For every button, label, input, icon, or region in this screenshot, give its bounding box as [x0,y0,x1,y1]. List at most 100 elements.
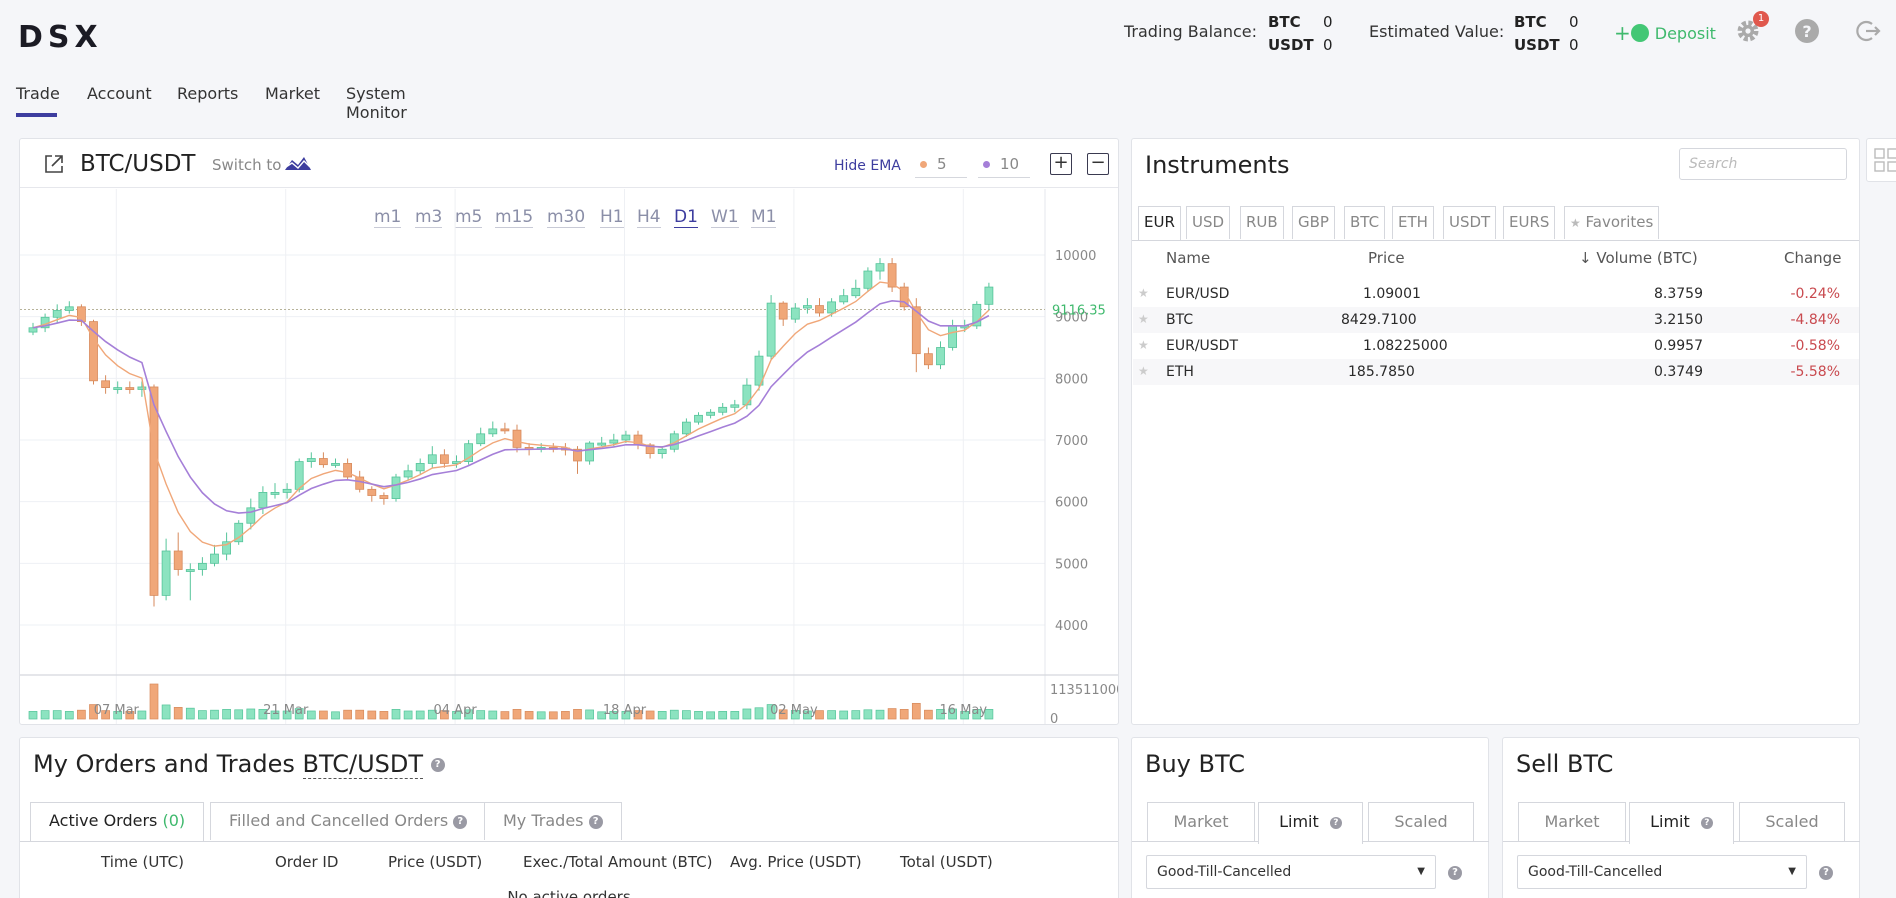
candle-body [718,406,728,413]
currency-tab-gbp[interactable]: GBP [1292,206,1335,239]
sell-tab-scaled[interactable]: Scaled [1739,802,1845,842]
candle-body [827,301,836,314]
svg-text:?: ? [1802,22,1811,41]
timeframe-month1[interactable]: M1 [751,207,777,228]
zoom-out-button[interactable]: − [1087,153,1109,175]
tab-market[interactable]: Market [265,84,320,103]
instrument-volume: 8.3759 [1654,286,1703,302]
timeframe-m1[interactable]: m1 [374,207,402,228]
help-icon[interactable]: ? [1819,866,1833,880]
instrument-price: 185.7850 [1348,364,1415,380]
deposit-button[interactable]: + Deposit [1614,21,1716,45]
currency-tab-usdt[interactable]: USDT [1443,206,1497,239]
timeframe-m5[interactable]: m5 [455,207,483,228]
volume-bar [64,711,74,720]
layout-grid-button[interactable] [1866,138,1896,182]
buy-time-in-force-select[interactable]: Good-Till-Cancelled ▼ [1146,855,1436,889]
candle-body [246,507,256,524]
date-tick-label: 07 Mar [94,703,140,718]
sell-tab-market[interactable]: Market [1518,802,1626,842]
tab-active-orders[interactable]: Active Orders (0) [30,802,205,842]
tabs-divider [1132,240,1859,241]
help-icon[interactable]: ? [588,814,603,829]
zoom-in-button[interactable]: + [1050,153,1072,175]
currency-tab-eur[interactable]: EUR [1138,206,1181,241]
volume-bar [815,710,824,720]
instrument-search-input[interactable]: Search [1679,148,1847,180]
timeframe-m30[interactable]: m30 [547,207,586,228]
volume-bar [246,708,256,720]
candle-body [306,458,316,462]
candle-body [294,461,304,490]
tab-reports[interactable]: Reports [177,84,239,103]
ema-slow-input[interactable]: 10 [978,150,1030,178]
timeframe-w1[interactable]: W1 [711,207,739,228]
sell-tab-limit[interactable]: Limit ? [1629,802,1734,844]
help-icon[interactable]: ? [1700,816,1713,829]
candle-body [984,286,994,305]
currency-tab-rub[interactable]: RUB [1240,206,1284,239]
volume-bar [452,711,461,720]
sell-time-in-force-select[interactable]: Good-Till-Cancelled ▼ [1517,855,1807,889]
chart-type-icon[interactable] [284,154,312,172]
instrument-row[interactable]: ★ BTC 8429.7100 3.2150 -4.84% [1133,307,1859,333]
price-chart[interactable]: 10000 9000 8000 7000 6000 5000 4000 9116.35 1135… [20,189,1118,724]
volume-bar [524,711,534,720]
logout-icon[interactable] [1855,18,1881,44]
help-icon[interactable]: ? [1329,816,1342,829]
buy-tab-market[interactable]: Market [1147,802,1255,842]
volume-bar [730,711,740,720]
candle-body [197,562,207,570]
candle-body [488,428,498,435]
instrument-row[interactable]: ★ EUR/USDT 1.08225000 0.9957 -0.58% [1133,333,1859,359]
column-name[interactable]: Name [1166,249,1211,267]
tab-my-trades[interactable]: My Trades ? [484,802,622,840]
currency-tab-eurs[interactable]: EURS [1503,206,1556,239]
price-tick-label: 7000 [1055,434,1088,449]
currency-tab-eth[interactable]: ETH [1392,206,1434,239]
ema-fast-input[interactable]: 5 [915,150,967,178]
logo[interactable]: DSX [18,20,103,55]
currency-tab-favorites[interactable]: ★ Favorites [1564,206,1660,239]
settings-icon[interactable] [1735,18,1761,44]
timeframe-m15[interactable]: m15 [495,207,534,228]
hide-ema-toggle[interactable]: Hide EMA [834,158,901,174]
timeframe-h1[interactable]: H1 [600,207,624,228]
star-icon[interactable]: ★ [1138,286,1149,300]
buy-tab-limit[interactable]: Limit ? [1258,802,1363,844]
instrument-row[interactable]: ★ ETH 185.7850 0.3749 -5.58% [1133,359,1859,385]
volume-bar [706,711,715,720]
instrument-change: -4.84% [1790,312,1840,328]
star-icon[interactable]: ★ [1138,364,1149,378]
candle-body [754,355,764,386]
help-icon[interactable]: ? [1448,866,1462,880]
help-icon[interactable]: ? [1794,18,1820,44]
candle-body [621,434,631,441]
timeframe-h4[interactable]: H4 [637,207,661,228]
star-icon[interactable]: ★ [1138,312,1149,326]
orders-pair[interactable]: BTC/USDT [302,750,424,779]
tab-system-monitor[interactable]: System Monitor [346,84,407,122]
currency-tab-usd[interactable]: USD [1186,206,1231,239]
tab-filled-cancelled[interactable]: Filled and Cancelled Orders ? [210,802,487,840]
external-link-icon[interactable] [43,153,65,175]
volume-bar [367,710,377,720]
column-change[interactable]: Change [1784,249,1842,267]
tab-trade[interactable]: Trade [16,84,60,103]
help-icon[interactable]: ? [430,758,445,772]
tab-account[interactable]: Account [87,84,152,103]
volume-bar [573,709,582,720]
timeframe-d1[interactable]: D1 [674,207,698,228]
timeframe-m3[interactable]: m3 [415,207,443,228]
instrument-row[interactable]: ★ EUR/USD 1.09001 8.3759 -0.24% [1133,281,1859,307]
tab-divider [1503,841,1629,842]
currency-tab-btc[interactable]: BTC [1344,206,1386,239]
star-icon[interactable]: ★ [1138,338,1149,352]
star-icon: ★ [1570,216,1581,230]
column-volume[interactable]: ↓ Volume (BTC) [1579,249,1698,267]
column-price[interactable]: Price [1368,249,1405,267]
buy-tab-scaled[interactable]: Scaled [1368,802,1474,842]
help-icon[interactable]: ? [453,814,468,829]
date-tick-label: 18 Apr [603,703,647,718]
volume-bar [875,709,885,720]
